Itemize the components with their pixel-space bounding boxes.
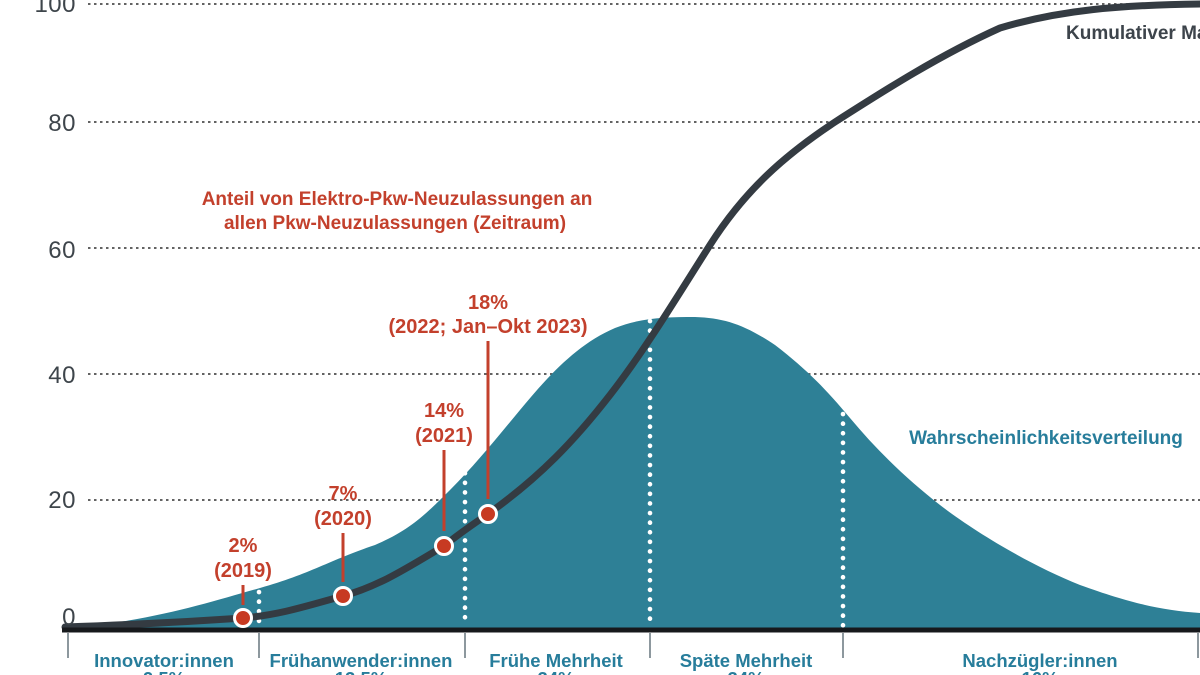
point-value-2022: 18%	[468, 292, 508, 314]
point-value-2019: 2%	[229, 535, 258, 557]
share-early-majority: 34%	[537, 668, 574, 675]
category-late-majority: Späte Mehrheit	[680, 650, 813, 671]
category-labels: Innovator:innen Frühanwender:innen Frühe…	[94, 650, 1118, 671]
annotation-line-2: allen Pkw-Neuzulassungen (Zeitraum)	[224, 213, 566, 234]
distribution-label: Wahrscheinlichkeitsverteilung	[909, 428, 1183, 449]
point-value-2021: 14%	[424, 400, 464, 422]
probability-distribution-area	[65, 317, 1200, 628]
segment-boundaries	[256, 318, 846, 629]
share-laggards: 16%	[1021, 668, 1058, 675]
x-axis-ticks	[67, 633, 1199, 658]
category-early-adopters: Frühanwender:innen	[270, 650, 453, 671]
cumulative-curve-label: Kumulativer Marktanteil	[1066, 23, 1200, 44]
point-period-2020: (2020)	[314, 508, 372, 530]
annotation-line-1: Anteil von Elektro-Pkw-Neuzulassungen an	[202, 189, 593, 210]
data-point-2019: 2% (2019)	[214, 535, 272, 628]
point-period-2022: (2022; Jan–Okt 2023)	[388, 316, 587, 338]
cumulative-share-curve	[61, 0, 1200, 631]
y-tick-60: 60	[48, 237, 76, 264]
share-annotation: Anteil von Elektro-Pkw-Neuzulassungen an…	[202, 189, 593, 234]
y-tick-0: 0	[62, 604, 76, 631]
point-period-2019: (2019)	[214, 560, 272, 582]
marker-dot-2020	[333, 586, 353, 606]
share-early-adopters: 13,5%	[335, 668, 387, 675]
share-late-majority: 34%	[727, 668, 764, 675]
marker-dot-2021	[434, 536, 454, 556]
y-tick-20: 20	[48, 487, 76, 514]
category-early-majority: Frühe Mehrheit	[489, 650, 623, 671]
point-value-2020: 7%	[329, 483, 358, 505]
marker-dot-2022	[478, 504, 498, 524]
category-laggards: Nachzügler:innen	[962, 650, 1117, 671]
marker-dot-2019	[233, 608, 253, 628]
data-point-2021: 14% (2021)	[415, 400, 473, 556]
data-point-2022-2023: 18% (2022; Jan–Okt 2023)	[388, 292, 588, 524]
y-tick-80: 80	[48, 110, 76, 137]
y-axis-labels: 0 20 40 60 80 100	[34, 0, 76, 631]
y-tick-100: 100	[34, 0, 76, 18]
data-point-2020: 7% (2020)	[314, 483, 372, 606]
share-innovators: 2,5%	[143, 668, 185, 675]
category-shares: 2,5% 13,5% 34% 34% 16%	[143, 668, 1059, 675]
y-tick-40: 40	[48, 362, 76, 389]
point-period-2021: (2021)	[415, 425, 473, 447]
category-innovators: Innovator:innen	[94, 650, 234, 671]
